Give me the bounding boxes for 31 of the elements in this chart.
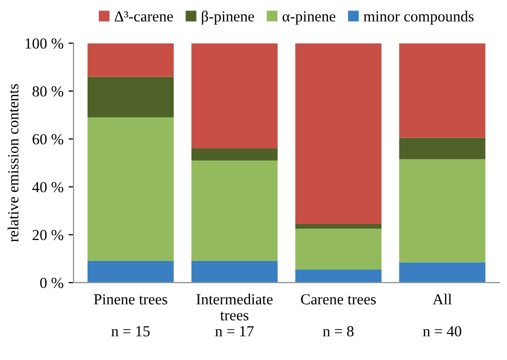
bar	[191, 261, 278, 283]
bar	[295, 228, 382, 270]
category-label: Carene trees n = 8	[301, 294, 376, 336]
legend-label: β-pinene	[202, 10, 254, 25]
bar	[88, 76, 174, 118]
bar	[399, 138, 486, 160]
bar	[191, 43, 278, 149]
y-tick-label: 60 %	[32, 134, 64, 144]
bar	[295, 43, 382, 224]
y-axis-title: relative emission contents	[8, 84, 18, 242]
category-label: All n = 40	[423, 294, 462, 336]
legend-label: minor compounds	[364, 10, 474, 25]
bar	[191, 148, 278, 161]
bar	[295, 224, 382, 229]
category-label: Pinene trees n = 15	[94, 294, 168, 336]
legend-label: α-pinene	[282, 11, 336, 25]
y-tick-label: 100 %	[26, 38, 64, 49]
x-tick-label: Intermediate trees n = 17	[196, 294, 273, 336]
bar	[88, 117, 174, 262]
y-tick-label: 20 %	[32, 230, 64, 240]
bar	[399, 43, 486, 138]
y-tick-label: 40 %	[32, 182, 64, 192]
bar	[191, 160, 278, 262]
bar	[88, 43, 174, 77]
legend-label: Δ³-carene	[114, 11, 173, 22]
bar	[399, 159, 486, 262]
bar	[88, 261, 174, 283]
bar	[399, 262, 486, 283]
bar	[295, 269, 382, 283]
y-tick-label: 80 %	[32, 86, 64, 97]
y-tick-label: 0 %	[40, 278, 64, 288]
